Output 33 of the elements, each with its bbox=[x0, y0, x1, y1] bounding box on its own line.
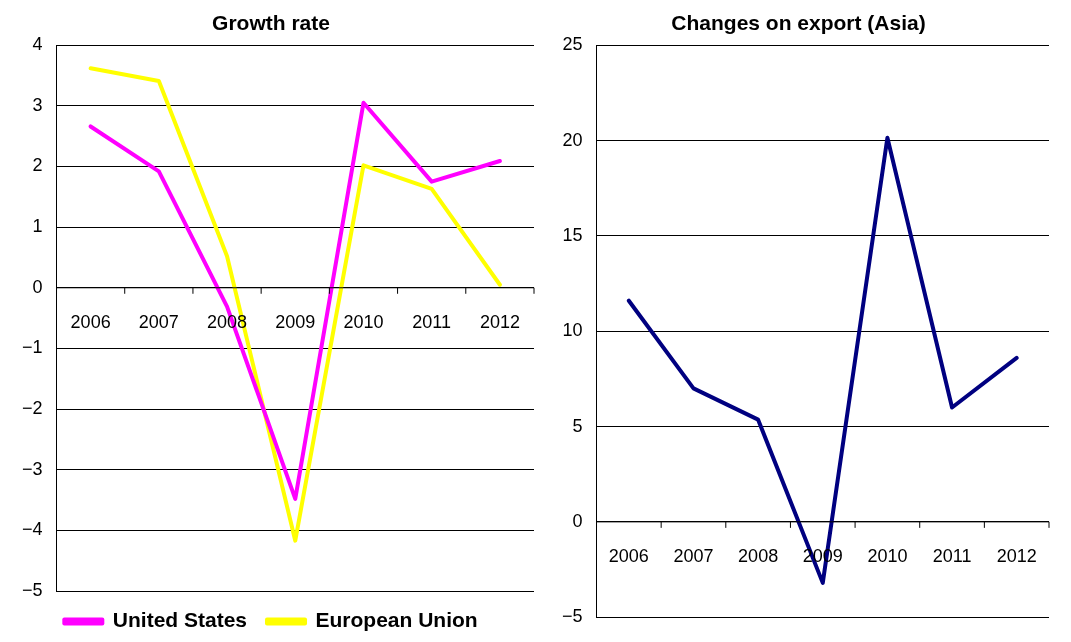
y-tick-label: 3 bbox=[32, 94, 43, 115]
x-tick-label: 2006 bbox=[70, 311, 111, 332]
y-tick-label: −2 bbox=[21, 398, 43, 419]
y-tick-label: −1 bbox=[21, 337, 43, 358]
x-tick-label: 2007 bbox=[673, 545, 714, 566]
x-tick-label: 2012 bbox=[479, 311, 520, 332]
y-tick-label: −4 bbox=[21, 519, 43, 540]
legend-label: United States bbox=[112, 608, 248, 632]
x-tick-label: 2010 bbox=[867, 545, 908, 566]
y-tick-label: 20 bbox=[562, 129, 583, 150]
y-tick-label: 10 bbox=[562, 320, 583, 341]
y-tick-label: 2 bbox=[32, 155, 43, 176]
x-tick-label: 2010 bbox=[343, 311, 384, 332]
x-tick-label: 2007 bbox=[138, 311, 179, 332]
legend-label: European Union bbox=[315, 608, 478, 632]
chart-title: Changes on export (Asia) bbox=[671, 11, 926, 35]
x-tick-label: 2011 bbox=[932, 545, 972, 566]
y-tick-label: 15 bbox=[562, 224, 583, 245]
chart-title: Growth rate bbox=[212, 11, 330, 35]
x-tick-label: 2008 bbox=[738, 545, 779, 566]
x-tick-label: 2011 bbox=[412, 311, 452, 332]
y-tick-label: 4 bbox=[32, 34, 43, 55]
y-tick-label: 1 bbox=[32, 216, 43, 237]
y-tick-label: 0 bbox=[32, 276, 43, 297]
y-tick-label: −3 bbox=[21, 458, 43, 479]
y-tick-label: 25 bbox=[562, 34, 583, 55]
x-tick-label: 2006 bbox=[608, 545, 649, 566]
y-tick-label: 0 bbox=[572, 510, 583, 531]
y-tick-label: 5 bbox=[572, 415, 583, 436]
y-tick-label: −5 bbox=[561, 606, 583, 627]
x-tick-label: 2012 bbox=[996, 545, 1037, 566]
x-tick-label: 2009 bbox=[275, 311, 316, 332]
y-tick-label: −5 bbox=[21, 579, 43, 600]
